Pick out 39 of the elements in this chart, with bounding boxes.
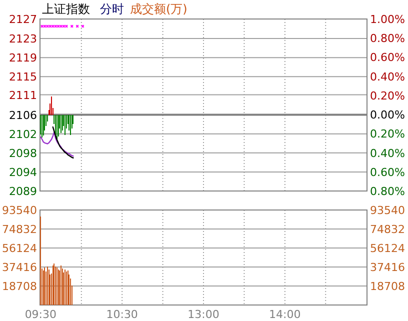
chart-title: 上证指数	[42, 2, 90, 16]
y-tick-label: 2094	[9, 166, 37, 179]
y-tick-label: 2123	[9, 32, 37, 46]
y-tick-label: 2098	[9, 146, 37, 160]
chart-subtitle: 分时	[100, 2, 124, 16]
y-tick-label: 2119	[9, 52, 37, 65]
y-tick-label: 56124	[2, 242, 37, 255]
y-tick-label: 2106	[9, 108, 37, 122]
y-tick-label: 74832	[2, 223, 37, 236]
x-tick-label: 09:30	[24, 308, 57, 321]
y-tick-label: 2115	[9, 70, 37, 84]
y2-tick-label: 0.40%	[370, 146, 405, 160]
y2-tick-label: 0.60%	[370, 166, 405, 179]
y-tick-label: 2089	[9, 185, 37, 198]
y2-tick-label: 0.20%	[370, 89, 405, 102]
y-tick-label: 93540	[2, 204, 37, 217]
y2-tick-label: 0.20%	[370, 128, 405, 141]
y2-tick-label: 0.00%	[370, 108, 405, 122]
y-tick-label: 37416	[2, 261, 37, 274]
y2-tick-label: 0.40%	[370, 70, 405, 84]
x-tick-label: 10:30	[106, 308, 138, 321]
y-tick-label: 2111	[9, 88, 37, 102]
y2-tick-label: 37416	[370, 261, 405, 274]
line-series	[40, 131, 74, 157]
y2-tick-label: 74832	[370, 223, 405, 236]
x-tick-label: 13:00	[188, 308, 220, 321]
y2-tick-label: 0.60%	[370, 51, 405, 64]
y-tick-label: 2127	[9, 13, 37, 26]
y2-tick-label: 56124	[370, 242, 405, 255]
x-tick-label: 14:00	[269, 308, 301, 321]
y-tick-label: 18708	[2, 280, 37, 293]
y2-tick-label: 0.80%	[370, 185, 405, 198]
y2-tick-label: 93540	[370, 204, 405, 217]
line-series	[52, 126, 74, 158]
y2-tick-label: 18708	[370, 280, 405, 293]
text: 成交额(万)	[130, 2, 188, 16]
y2-tick-label: 0.80%	[370, 32, 405, 46]
y-tick-label: 2102	[9, 128, 37, 141]
y2-tick-label: 1.00%	[370, 13, 405, 26]
